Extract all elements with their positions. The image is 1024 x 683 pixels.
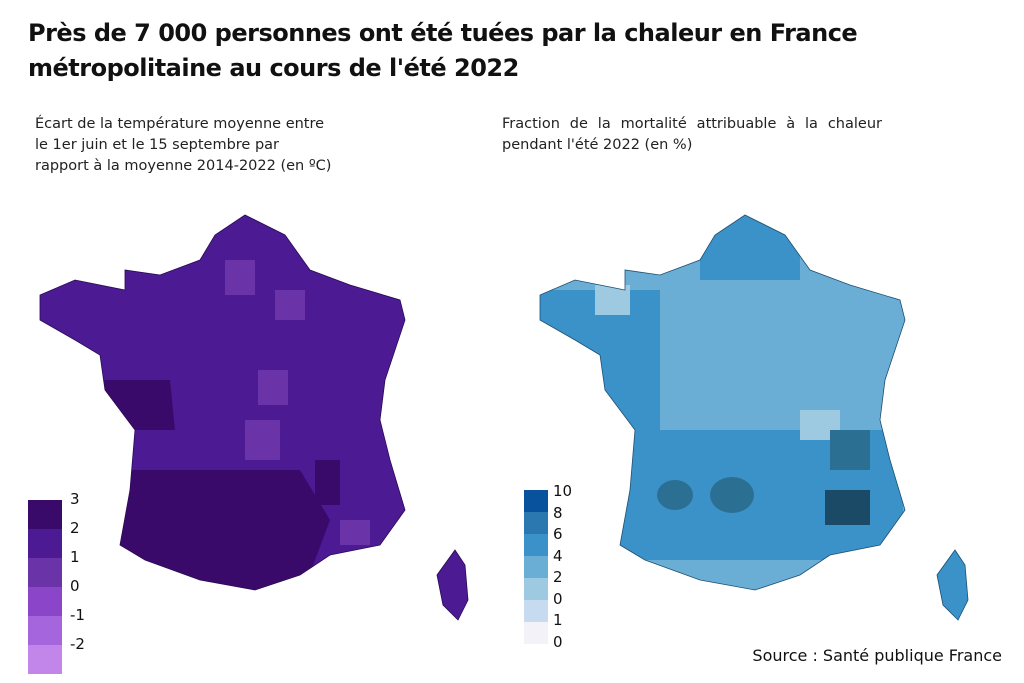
legend-label: 1 <box>553 611 563 629</box>
legend-label: 4 <box>553 546 563 565</box>
legend-label: 10 <box>553 482 573 500</box>
legend-swatch <box>28 616 62 645</box>
legend-swatch <box>28 500 62 529</box>
legend-label: 3 <box>70 490 80 508</box>
legend-swatch <box>28 587 62 616</box>
mortality-map <box>539 214 969 621</box>
legend-swatch <box>28 558 62 587</box>
legend-label: 0 <box>70 577 80 595</box>
legend-label: -1 <box>70 606 85 624</box>
legend-swatch <box>524 622 548 644</box>
temperature-legend <box>28 500 62 674</box>
page-title: Près de 7 000 personnes ont été tuées pa… <box>28 19 858 82</box>
legend-swatch <box>28 529 62 558</box>
corsica-right <box>936 549 969 621</box>
legend-swatch <box>524 490 548 512</box>
legend-swatch <box>28 645 62 674</box>
mortality-legend <box>524 490 548 644</box>
legend-label: 6 <box>553 525 563 543</box>
legend-label: 1 <box>70 548 80 566</box>
legend-label: -2 <box>70 635 85 653</box>
legend-swatch <box>524 512 548 534</box>
source-note: Source : Santé publique France <box>752 646 1002 665</box>
left-map-subtitle: Écart de la température moyenne entre le… <box>35 116 332 174</box>
legend-label: 0 <box>553 632 563 651</box>
legend-label: 2 <box>553 568 563 586</box>
legend-swatch <box>524 600 548 622</box>
legend-swatch <box>524 578 548 600</box>
legend-swatch <box>524 534 548 556</box>
corsica-left <box>436 549 469 621</box>
legend-label: 0 <box>553 589 563 608</box>
legend-label: 8 <box>553 503 563 522</box>
legend-label: 2 <box>70 519 80 537</box>
right-map-subtitle: Fraction de la mortalité attribuable à l… <box>502 116 882 153</box>
legend-swatch <box>524 556 548 578</box>
